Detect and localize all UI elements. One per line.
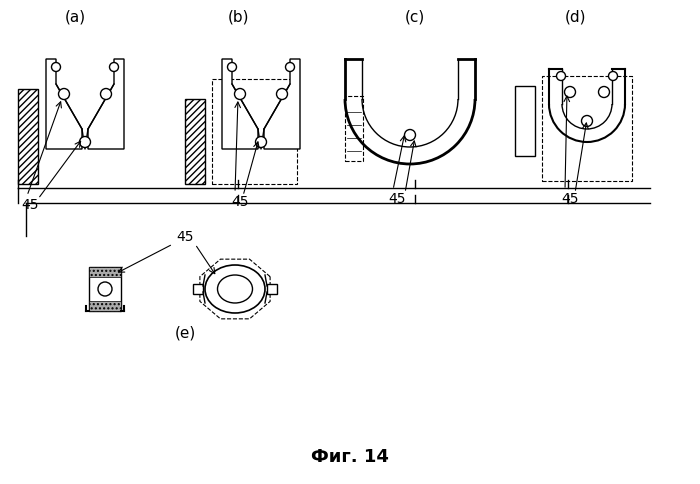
Bar	[345, 97, 363, 162]
Circle shape	[286, 63, 295, 72]
Circle shape	[556, 72, 566, 81]
Text: (a): (a)	[64, 10, 85, 25]
Circle shape	[608, 72, 617, 81]
Circle shape	[101, 90, 111, 100]
Circle shape	[59, 90, 69, 100]
Text: 45: 45	[21, 197, 38, 212]
Circle shape	[234, 90, 246, 100]
Bar	[18, 90, 38, 184]
Circle shape	[276, 90, 288, 100]
Circle shape	[564, 87, 575, 98]
Circle shape	[582, 116, 592, 127]
Text: 45: 45	[231, 195, 248, 209]
Circle shape	[98, 283, 112, 296]
Bar	[515, 87, 535, 157]
Bar	[212, 80, 297, 184]
Polygon shape	[88, 60, 124, 150]
Circle shape	[80, 137, 90, 148]
Bar	[193, 285, 203, 294]
Bar	[542, 77, 632, 182]
Circle shape	[52, 63, 60, 72]
Bar	[267, 285, 277, 294]
Circle shape	[228, 63, 237, 72]
Text: Фиг. 14: Фиг. 14	[311, 447, 389, 465]
Text: (c): (c)	[405, 10, 425, 25]
Circle shape	[109, 63, 118, 72]
Text: (d): (d)	[564, 10, 586, 25]
Circle shape	[256, 137, 267, 148]
Polygon shape	[264, 60, 300, 150]
Polygon shape	[222, 60, 258, 150]
Bar	[185, 100, 205, 184]
Ellipse shape	[205, 265, 265, 313]
Bar	[89, 268, 121, 311]
Text: 45: 45	[561, 192, 579, 206]
Bar	[89, 268, 121, 277]
Text: 45: 45	[176, 229, 194, 243]
Text: (e): (e)	[174, 325, 195, 340]
Polygon shape	[46, 60, 82, 150]
Bar	[89, 302, 121, 311]
Polygon shape	[200, 259, 270, 319]
Circle shape	[405, 130, 416, 141]
Circle shape	[598, 87, 610, 98]
Text: (b): (b)	[228, 10, 248, 25]
Text: 45: 45	[389, 192, 406, 206]
Ellipse shape	[218, 275, 253, 303]
